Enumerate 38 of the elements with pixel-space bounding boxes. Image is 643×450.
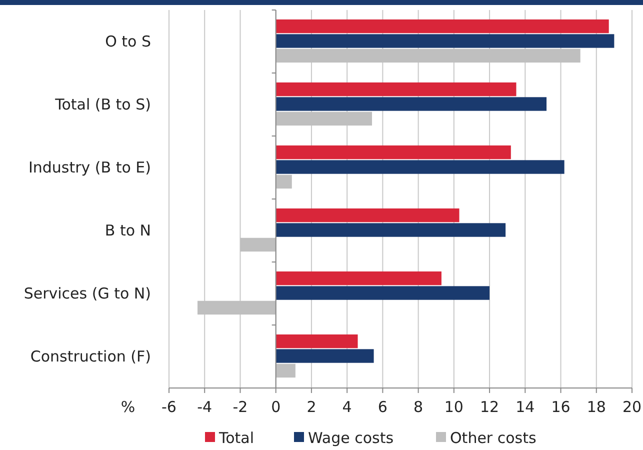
y-tick-label: O to S: [105, 32, 151, 50]
legend-label: Total: [218, 429, 254, 447]
bar: [276, 364, 296, 378]
y-tick-label: Total (B to S): [54, 96, 151, 114]
legend-label: Other costs: [450, 429, 536, 447]
bar: [276, 145, 511, 160]
y-tick-label: B to N: [104, 222, 151, 240]
x-tick-label: 4: [342, 398, 352, 416]
legend-label: Wage costs: [308, 429, 394, 447]
x-tick-label: 14: [516, 398, 535, 416]
x-tick-label: -4: [197, 398, 212, 416]
bar: [276, 160, 564, 174]
bar: [276, 34, 614, 48]
bar: [276, 174, 292, 189]
bar: [276, 271, 442, 286]
x-tick-label: -6: [162, 398, 176, 416]
bar: [276, 349, 374, 363]
x-axis-title: %: [120, 398, 136, 416]
bar: [276, 286, 490, 300]
x-tick-label: -2: [232, 398, 248, 416]
x-tick-label: 20: [622, 398, 642, 416]
bar: [276, 223, 506, 237]
y-tick-label: Industry (B to E): [28, 158, 151, 176]
x-tick-label: 12: [480, 398, 500, 416]
bar: [276, 334, 358, 348]
y-tick-label: Construction (F): [30, 348, 151, 366]
bar: [276, 208, 460, 222]
x-tick-label: 10: [444, 398, 464, 416]
bar: [276, 19, 609, 34]
y-tick-label: Services (G to N): [24, 284, 151, 302]
x-tick-label: 0: [271, 398, 281, 416]
bar: [276, 82, 516, 96]
x-tick-label: 18: [586, 398, 606, 416]
x-tick-label: 6: [378, 398, 388, 416]
bar: [276, 97, 547, 111]
x-tick-label: 8: [414, 398, 424, 416]
x-tick-label: 2: [306, 398, 316, 416]
x-tick-label: 16: [551, 398, 570, 416]
